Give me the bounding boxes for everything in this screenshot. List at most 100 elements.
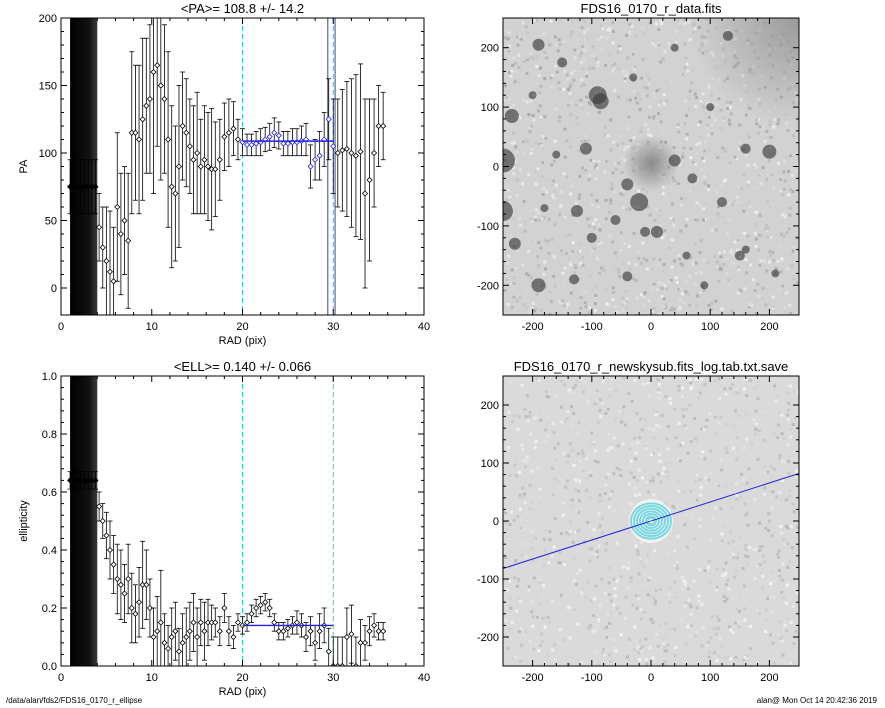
noise-pixel <box>696 294 700 298</box>
field-source <box>640 226 651 237</box>
noise-pixel <box>784 291 788 295</box>
x-tick-label: 200 <box>760 321 778 333</box>
noise-pixel <box>733 391 737 395</box>
noise-pixel <box>753 432 757 436</box>
noise-pixel <box>567 256 571 260</box>
noise-pixel <box>557 561 561 565</box>
noise-pixel <box>779 178 783 182</box>
noise-pixel <box>763 464 767 468</box>
noise-pixel <box>544 456 548 460</box>
noise-pixel <box>536 211 540 215</box>
noise-pixel <box>569 82 573 86</box>
noise-pixel <box>771 250 775 254</box>
noise-pixel <box>778 454 782 458</box>
noise-pixel <box>683 122 687 126</box>
noise-pixel <box>727 278 731 282</box>
noise-pixel <box>528 52 532 56</box>
noise-pixel <box>562 304 566 308</box>
noise-pixel <box>569 291 573 295</box>
noise-pixel <box>590 193 594 197</box>
x-tick-label: 20 <box>236 672 248 684</box>
noise-pixel <box>609 148 613 152</box>
noise-pixel <box>609 201 613 205</box>
noise-pixel <box>778 457 782 461</box>
noise-pixel <box>537 649 541 653</box>
noise-pixel <box>537 73 541 77</box>
noise-pixel <box>794 469 798 473</box>
noise-pixel <box>550 238 554 242</box>
noise-pixel <box>671 115 675 119</box>
noise-pixel <box>706 126 710 130</box>
noise-pixel <box>646 128 650 132</box>
noise-pixel <box>689 156 693 160</box>
noise-pixel <box>538 412 542 416</box>
noise-pixel <box>659 22 663 26</box>
noise-pixel <box>621 193 625 197</box>
noise-pixel <box>618 66 622 70</box>
noise-pixel <box>778 574 782 578</box>
noise-pixel <box>569 87 573 91</box>
noise-pixel <box>701 220 705 224</box>
noise-pixel <box>508 195 512 199</box>
noise-pixel <box>517 414 521 418</box>
noise-pixel <box>771 490 775 494</box>
noise-pixel <box>551 181 555 185</box>
noise-pixel <box>558 87 562 91</box>
noise-pixel <box>637 468 641 472</box>
noise-pixel <box>664 394 668 398</box>
data-point <box>168 633 175 641</box>
noise-pixel <box>735 195 739 199</box>
noise-pixel <box>640 76 644 80</box>
noise-pixel <box>565 235 569 239</box>
noise-pixel <box>543 77 547 81</box>
data-point <box>96 503 103 510</box>
noise-pixel <box>642 565 646 569</box>
noise-pixel <box>756 282 760 286</box>
noise-pixel <box>648 646 652 650</box>
noise-pixel <box>717 377 721 381</box>
noise-pixel <box>668 207 672 211</box>
noise-pixel <box>547 620 551 624</box>
data-point <box>125 237 132 244</box>
noise-pixel <box>543 238 547 242</box>
noise-pixel <box>685 132 689 136</box>
noise-pixel <box>729 464 733 468</box>
noise-pixel <box>781 289 785 293</box>
data-point <box>183 129 190 136</box>
noise-pixel <box>788 384 792 388</box>
noise-pixel <box>757 521 761 525</box>
noise-pixel <box>790 173 794 177</box>
noise-pixel <box>681 408 685 412</box>
noise-pixel <box>667 627 671 631</box>
noise-pixel <box>577 20 581 24</box>
noise-pixel <box>784 387 788 391</box>
noise-pixel <box>792 277 796 281</box>
data-point <box>143 102 150 109</box>
noise-pixel <box>674 595 678 599</box>
noise-pixel <box>791 190 795 194</box>
noise-pixel <box>755 384 759 388</box>
noise-pixel <box>651 307 655 311</box>
noise-pixel <box>748 624 752 628</box>
noise-pixel <box>785 583 789 587</box>
noise-pixel <box>531 615 535 619</box>
noise-pixel <box>789 188 793 192</box>
noise-pixel <box>772 258 776 262</box>
noise-pixel <box>561 299 565 303</box>
noise-pixel <box>785 155 789 159</box>
noise-pixel <box>768 205 772 209</box>
noise-pixel <box>518 295 522 299</box>
noise-pixel <box>511 436 515 440</box>
noise-pixel <box>780 531 784 535</box>
noise-pixel <box>597 222 601 226</box>
noise-pixel <box>567 533 571 537</box>
noise-pixel <box>731 552 735 556</box>
noise-pixel <box>609 611 613 615</box>
data-point <box>339 662 346 666</box>
footer-path: /data/alan/fds2/FDS16_0170_r_ellipse <box>6 696 143 705</box>
noise-pixel <box>764 630 768 634</box>
noise-pixel <box>728 313 732 315</box>
noise-pixel <box>650 309 654 313</box>
noise-pixel <box>746 481 750 485</box>
noise-pixel <box>647 578 651 582</box>
